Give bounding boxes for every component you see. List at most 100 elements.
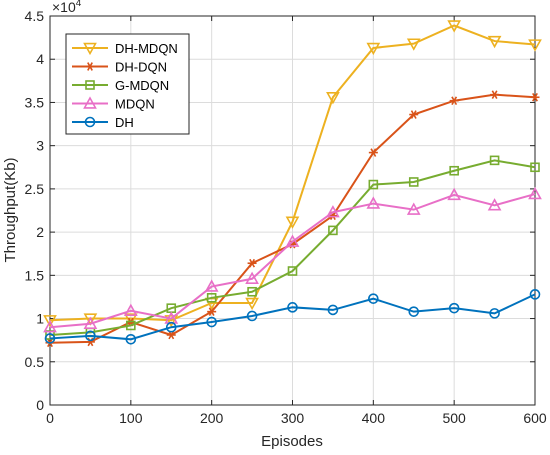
data-point <box>368 148 378 157</box>
x-tick-label: 0 <box>46 410 54 426</box>
data-point <box>489 155 500 166</box>
y-tick-label: 3.5 <box>25 94 45 110</box>
y-tick-label: 4 <box>36 51 44 67</box>
y-tick-label: 3 <box>36 138 44 154</box>
data-point <box>247 286 257 297</box>
series-line <box>49 159 536 336</box>
legend-swatch-marker <box>84 116 96 128</box>
data-point <box>247 258 257 268</box>
data-point <box>529 289 541 300</box>
data-point <box>487 35 502 49</box>
data-point <box>447 187 462 201</box>
data-point <box>328 225 338 236</box>
series-line <box>49 193 536 329</box>
data-point <box>368 179 379 190</box>
legend-entry: DH <box>72 115 134 130</box>
data-point <box>285 216 300 229</box>
data-point <box>409 110 419 119</box>
y-axis-scale-label: ×104 <box>52 0 82 15</box>
y-tick-label: 0 <box>36 397 44 413</box>
series-line <box>49 293 536 341</box>
legend-label: DH-MDQN <box>115 41 178 56</box>
data-point <box>206 293 217 303</box>
series-mdqn <box>43 186 542 333</box>
data-point <box>164 315 179 328</box>
legend-swatch-marker <box>83 42 97 56</box>
data-point <box>530 162 540 173</box>
legend-label: DH-DQN <box>115 60 167 75</box>
series-dh <box>44 289 541 345</box>
x-tick-label: 400 <box>362 410 386 426</box>
data-point <box>43 315 57 328</box>
data-point <box>245 297 259 311</box>
data-point <box>408 306 420 317</box>
data-point <box>490 90 500 99</box>
data-point <box>366 196 381 209</box>
data-point <box>207 307 217 316</box>
data-point <box>408 177 419 187</box>
data-point <box>326 205 340 218</box>
legend-entry: MDQN <box>72 96 155 112</box>
data-point <box>528 39 542 52</box>
series-layer <box>43 20 542 348</box>
data-point <box>447 20 462 33</box>
legend-entry: DH-DQN <box>72 60 167 75</box>
data-point <box>125 334 137 345</box>
data-point <box>326 92 340 105</box>
data-point <box>285 234 300 247</box>
y-tick-label: 1.5 <box>25 267 45 283</box>
data-point <box>489 308 500 319</box>
data-point <box>368 293 379 304</box>
data-point <box>165 321 177 333</box>
data-point <box>166 330 176 340</box>
y-axis-ticks: 0 0.5 1 1.5 2 2.5 3 3.5 4 4.5 <box>25 8 535 413</box>
data-point <box>406 38 421 51</box>
data-point <box>123 313 138 326</box>
data-point <box>487 198 502 211</box>
series-g-mdqn <box>45 155 540 340</box>
legend: DH-MDQN DH-DQN G-MDQN MDQN DH <box>65 33 190 135</box>
data-point <box>530 92 540 102</box>
legend-entry: G-MDQN <box>72 78 169 93</box>
legend-swatch-marker <box>85 80 95 90</box>
y-axis-scale-exponent: 4 <box>76 0 82 9</box>
legend-label: G-MDQN <box>115 78 169 93</box>
legend-swatch-marker <box>83 96 97 109</box>
legend-swatch-marker <box>85 62 95 71</box>
x-axis-ticks: 0 100 200 300 400 500 600 <box>46 16 547 426</box>
data-point <box>44 333 56 344</box>
x-axis-title: Episodes <box>261 433 323 450</box>
data-point <box>406 202 421 215</box>
series-dh-mdqn <box>43 20 542 328</box>
legend-entry: DH-MDQN <box>72 41 178 56</box>
y-tick-label: 1 <box>36 311 44 327</box>
data-point <box>287 266 298 276</box>
x-tick-label: 600 <box>523 410 547 426</box>
x-tick-label: 100 <box>119 410 143 426</box>
data-point <box>123 303 138 316</box>
y-tick-label: 2 <box>36 224 44 240</box>
data-point <box>528 186 542 200</box>
data-point <box>449 96 459 106</box>
data-point <box>204 279 219 292</box>
data-point <box>246 310 258 322</box>
x-tick-label: 200 <box>200 410 224 426</box>
data-point <box>287 302 298 313</box>
y-tick-label: 0.5 <box>25 354 45 370</box>
legend-label: MDQN <box>115 97 155 112</box>
data-point <box>83 316 98 329</box>
data-point <box>85 330 96 342</box>
series-line <box>49 24 536 322</box>
data-point <box>206 316 217 328</box>
data-point <box>366 42 381 56</box>
x-tick-label: 500 <box>442 410 466 426</box>
data-point <box>327 304 339 316</box>
y-tick-label: 2.5 <box>25 181 45 197</box>
data-point <box>85 337 95 347</box>
data-point <box>126 320 136 331</box>
data-point <box>83 313 98 326</box>
legend-label: DH <box>115 115 134 130</box>
y-axis-title: Throughput(Kb) <box>2 157 19 262</box>
x-tick-label: 300 <box>281 410 305 426</box>
